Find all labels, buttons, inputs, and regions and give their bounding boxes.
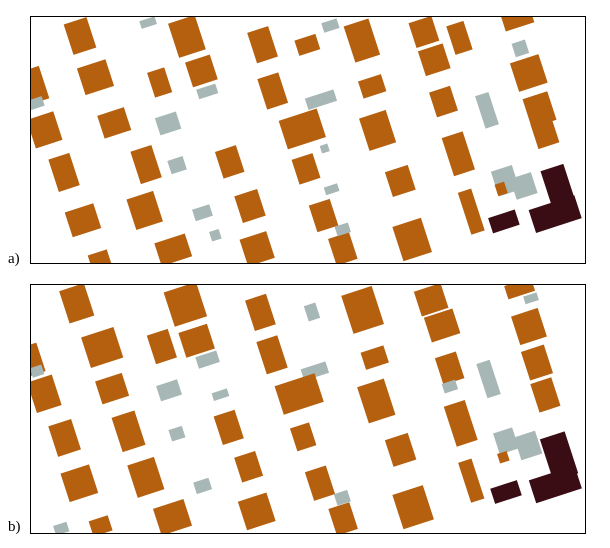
- panel-label-b: b): [8, 520, 21, 535]
- map-panel-b: [30, 284, 586, 534]
- map-panel-a: [30, 16, 586, 264]
- panel-label-a: a): [8, 252, 20, 267]
